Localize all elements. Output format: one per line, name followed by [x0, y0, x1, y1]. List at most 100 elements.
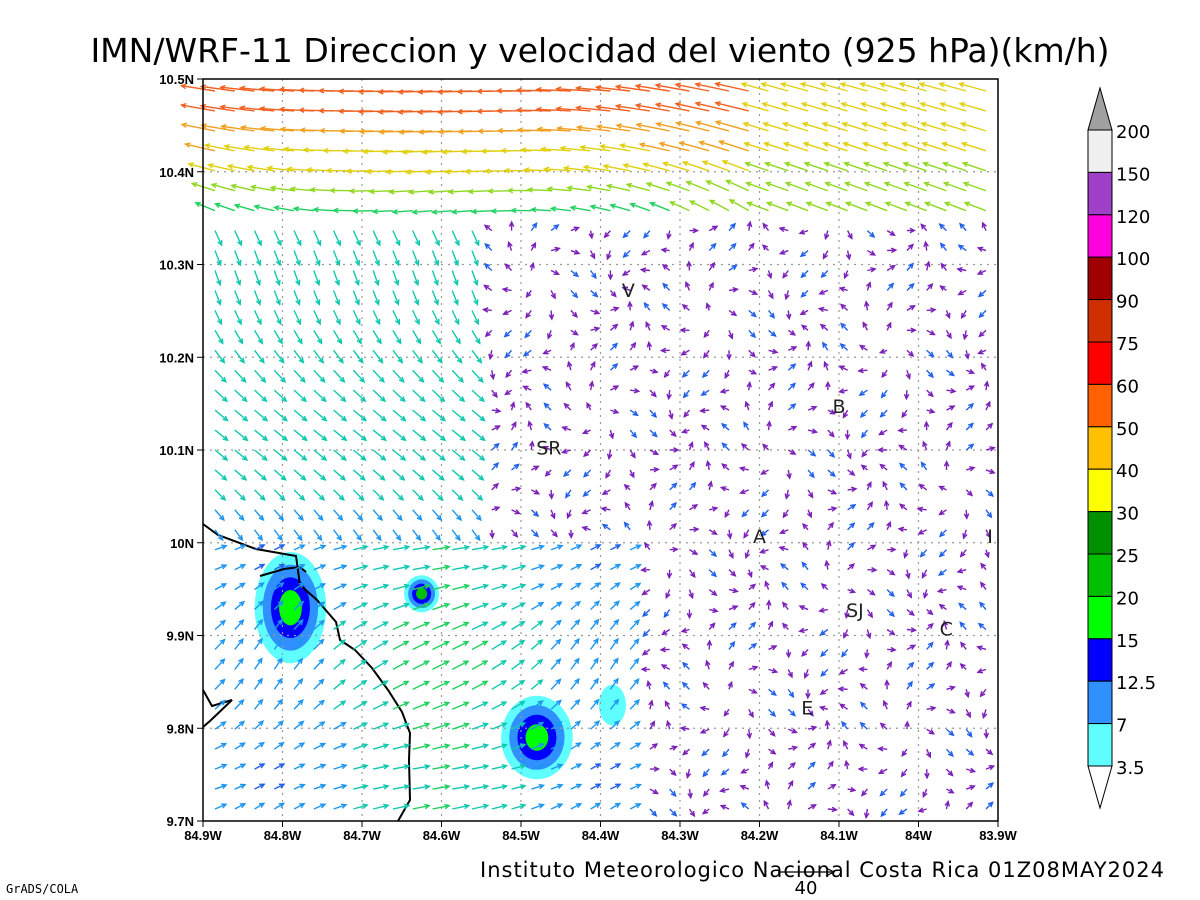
wind-vector	[214, 619, 227, 631]
wind-vector	[845, 250, 852, 261]
wind-vector	[629, 619, 640, 630]
wind-vector	[819, 82, 848, 92]
wind-vector	[926, 641, 934, 650]
wind-vector	[838, 703, 849, 710]
wind-vector	[510, 529, 519, 538]
lat-tick-label: 9.7N	[167, 814, 194, 829]
lat-tick-label: 10.3N	[159, 258, 194, 273]
wind-vector	[254, 582, 265, 591]
wind-vector	[293, 409, 308, 422]
wind-vector	[511, 722, 527, 730]
wind-vector	[412, 544, 431, 551]
wind-vector	[293, 270, 301, 287]
wind-vector	[802, 522, 809, 531]
wind-vector	[804, 181, 829, 192]
wind-vector	[717, 140, 749, 152]
wind-vector	[664, 700, 671, 710]
wind-vector	[254, 600, 265, 611]
wind-vector	[819, 688, 829, 695]
wind-vector	[491, 389, 498, 399]
wind-vector	[649, 808, 658, 817]
wind-vector	[550, 783, 564, 790]
wind-vector	[333, 409, 348, 422]
wind-vector	[372, 529, 382, 542]
wind-vector	[471, 250, 479, 267]
wind-vector	[550, 619, 562, 631]
wind-vector	[981, 709, 988, 720]
wind-vector	[550, 290, 556, 300]
wind-vector	[823, 161, 848, 172]
wind-vector	[846, 230, 853, 240]
wind-vector	[234, 698, 245, 710]
wind-vector	[965, 801, 974, 810]
wind-vector	[842, 141, 868, 152]
wind-vector	[701, 808, 710, 815]
wind-vector	[214, 310, 223, 326]
wind-vector	[525, 401, 532, 411]
wind-vector	[923, 201, 947, 212]
wind-vector	[741, 509, 750, 518]
wind-vector	[900, 121, 927, 132]
wind-vector	[452, 544, 471, 551]
wind-vector	[531, 783, 546, 790]
wind-vector	[847, 808, 855, 817]
wind-vectors	[179, 81, 996, 820]
colorbar-swatch	[1087, 638, 1113, 682]
wind-vector	[944, 639, 950, 650]
wind-vector	[807, 449, 817, 457]
wind-vector	[392, 270, 400, 287]
wind-vector	[768, 688, 777, 697]
wind-vector	[805, 201, 829, 212]
wind-vector	[412, 660, 431, 671]
wind-vector	[412, 680, 431, 690]
wind-vector	[293, 389, 308, 403]
lat-tick-label: 10.1N	[159, 443, 194, 458]
wind-vector	[392, 564, 411, 571]
wind-vector	[220, 124, 255, 132]
wind-vector	[768, 382, 776, 391]
wind-vector	[979, 601, 987, 611]
wind-vector	[254, 783, 266, 790]
wind-vector	[269, 185, 295, 192]
wind-vector	[977, 289, 987, 298]
wind-vector	[372, 230, 381, 247]
wind-vector	[452, 803, 471, 810]
wind-vector	[550, 658, 562, 670]
wind-vector	[570, 289, 579, 299]
wind-vector	[313, 489, 326, 501]
wind-vector	[689, 526, 700, 533]
wind-vector	[880, 808, 888, 818]
wind-vector	[649, 766, 661, 772]
wind-vector	[609, 600, 620, 611]
wind-vector	[583, 449, 592, 458]
wind-vector	[782, 270, 789, 279]
wind-vector	[614, 84, 651, 92]
wind-vector	[917, 529, 928, 535]
wind-vector	[258, 86, 295, 92]
wind-vector	[451, 469, 465, 481]
wind-vector	[590, 657, 599, 670]
wind-vector	[708, 225, 719, 232]
wind-vector	[412, 722, 431, 730]
wind-vector	[539, 146, 571, 153]
wind-vector	[629, 763, 642, 770]
colorbar-label: 75	[1116, 334, 1139, 355]
wind-vector	[214, 564, 228, 571]
wind-vector	[878, 429, 888, 436]
wind-vector	[332, 270, 340, 287]
wind-vector	[743, 529, 750, 539]
wind-vector	[880, 389, 888, 399]
wind-vector	[682, 389, 691, 399]
wind-vector	[976, 246, 987, 252]
wind-vector	[431, 349, 443, 364]
wind-vector	[401, 149, 433, 155]
wind-vector	[702, 681, 710, 690]
lon-tick-label: 84.9W	[184, 828, 222, 843]
wind-vector	[372, 640, 389, 651]
wind-vector	[879, 409, 888, 418]
wind-vector	[521, 368, 532, 374]
wind-vector	[570, 677, 580, 690]
wind-vector	[432, 640, 451, 651]
wind-vector	[412, 469, 426, 481]
wind-vector	[787, 382, 797, 391]
